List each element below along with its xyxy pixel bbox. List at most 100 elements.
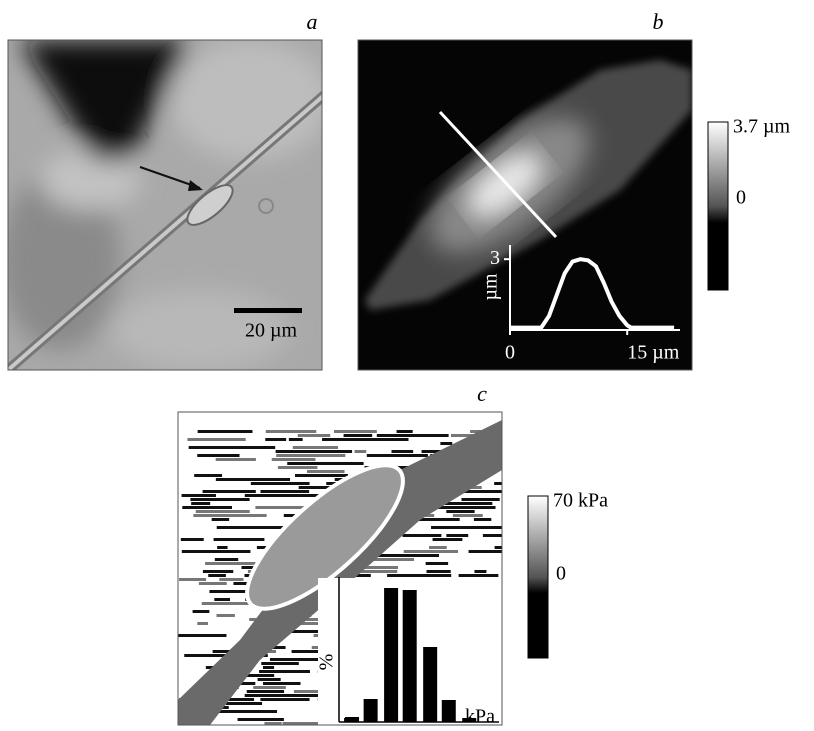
texture: [474, 518, 491, 521]
y-axis-label: %: [316, 654, 338, 671]
panel-label: a: [307, 9, 318, 34]
texture: [247, 690, 284, 693]
x-tick-label: 15 µm: [627, 342, 680, 364]
texture: [263, 666, 274, 669]
colorbar-max: 3.7 µm: [733, 116, 791, 138]
histogram-bar: [442, 700, 456, 722]
histogram-bar: [384, 588, 398, 722]
texture: [322, 438, 408, 441]
texture: [193, 610, 210, 613]
texture: [494, 482, 535, 485]
texture: [245, 494, 325, 497]
texture: [294, 690, 322, 693]
texture: [196, 510, 250, 513]
texture: [307, 470, 345, 473]
texture: [214, 538, 265, 541]
texture: [276, 450, 352, 453]
texture: [403, 534, 442, 537]
texture: [191, 502, 210, 505]
texture: [216, 458, 256, 461]
texture: [238, 718, 284, 721]
texture: [199, 582, 227, 585]
texture: [404, 550, 458, 553]
texture: [427, 570, 451, 573]
texture: [214, 598, 230, 601]
texture: [276, 454, 345, 457]
texture: [278, 466, 318, 469]
texture: [334, 430, 377, 433]
texture: [461, 498, 499, 501]
texture: [446, 534, 468, 537]
texture: [433, 538, 463, 541]
texture: [289, 438, 303, 441]
texture: [194, 474, 222, 477]
texture: [259, 670, 310, 673]
texture: [377, 434, 449, 437]
texture: [260, 490, 309, 493]
texture: [440, 442, 452, 445]
texture: [459, 574, 499, 577]
histogram-bar: [423, 647, 437, 722]
figure: a 20 µm 3015 µmµm b 3.7 µm 0 c 70 kPa 0 …: [0, 0, 814, 731]
colorbar-zero: 0: [556, 563, 566, 585]
texture: [182, 506, 232, 509]
texture: [295, 474, 348, 477]
histogram-bar: [364, 699, 378, 722]
x-tick-label: 35: [400, 728, 420, 731]
colorbar: [528, 496, 548, 658]
texture: [182, 494, 216, 497]
texture: [197, 454, 239, 457]
x-tick-label: 0: [340, 728, 350, 731]
x-axis-label: kPa: [465, 706, 495, 728]
texture: [253, 686, 286, 689]
texture: [203, 570, 233, 573]
texture: [197, 622, 208, 625]
scale-bar-label: 20 µm: [245, 320, 298, 342]
texture: [474, 570, 486, 573]
y-axis-label: µm: [480, 273, 502, 301]
texture: [392, 450, 414, 453]
texture: [189, 446, 276, 449]
texture: [293, 446, 338, 449]
texture: [272, 458, 316, 461]
x-tick-label: 0: [505, 342, 515, 364]
texture: [251, 482, 310, 485]
texture: [263, 682, 300, 685]
texture: [203, 490, 256, 493]
texture: [426, 562, 448, 565]
texture: [226, 702, 262, 705]
histogram-bar: [403, 590, 417, 722]
texture: [287, 462, 363, 465]
texture: [469, 550, 502, 553]
texture: [429, 546, 447, 549]
texture: [387, 574, 451, 577]
texture: [261, 662, 299, 665]
texture: [216, 614, 234, 617]
texture: [464, 490, 511, 493]
panel-label: b: [653, 9, 664, 34]
texture: [217, 546, 227, 549]
texture: [198, 430, 253, 433]
texture: [215, 558, 238, 561]
texture: [179, 578, 206, 581]
stiffness-map: [178, 412, 569, 725]
texture: [397, 430, 413, 433]
colorbar-max: 70 kPa: [553, 490, 608, 512]
texture: [245, 694, 329, 697]
texture: [216, 478, 290, 481]
panel-label: c: [477, 381, 487, 406]
colorbar-zero: 0: [736, 187, 746, 209]
y-tick-label: 3: [490, 247, 500, 269]
texture: [258, 678, 281, 681]
texture: [483, 534, 520, 537]
texture: [178, 634, 226, 637]
texture: [453, 514, 483, 517]
texture: [367, 454, 428, 457]
texture: [446, 510, 474, 513]
texture: [265, 438, 286, 441]
texture: [182, 550, 251, 553]
texture: [187, 438, 245, 441]
texture: [219, 578, 243, 581]
texture: [260, 698, 309, 701]
texture: [344, 434, 373, 437]
